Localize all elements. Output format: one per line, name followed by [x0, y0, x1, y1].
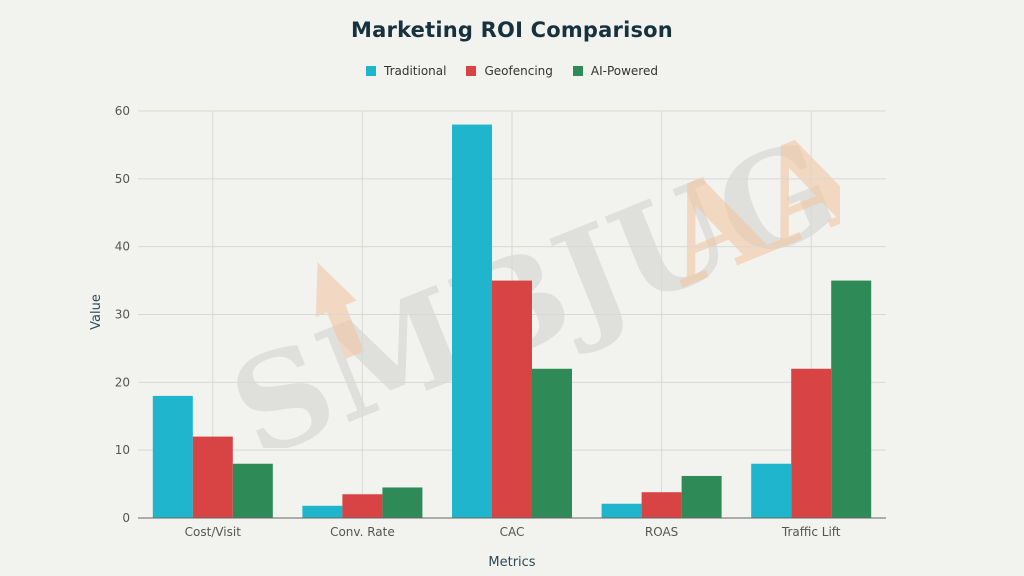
legend-label-geofencing: Geofencing — [484, 64, 553, 78]
y-tick-label: 50 — [115, 172, 130, 186]
y-tick-label: 10 — [115, 443, 130, 457]
legend-swatch-traditional — [366, 66, 376, 76]
x-tick-label: Traffic Lift — [781, 525, 841, 539]
legend-item-geofencing[interactable]: Geofencing — [466, 64, 553, 78]
bar-ai-powered-cac[interactable] — [532, 368, 572, 518]
bars — [152, 124, 872, 519]
bar-traditional-cost-visit[interactable] — [152, 395, 193, 518]
bar-ai-powered-traffic-lift[interactable] — [831, 280, 872, 518]
legend-label-traditional: Traditional — [384, 64, 447, 78]
bar-geofencing-conv-rate[interactable] — [342, 494, 383, 518]
legend-swatch-ai-powered — [572, 66, 583, 76]
legend-item-ai-powered[interactable]: AI-Powered — [572, 64, 658, 78]
chart-title: Marketing ROI Comparison — [351, 18, 673, 42]
legend-label-ai-powered: AI-Powered — [590, 64, 658, 78]
bar-traditional-roas[interactable] — [601, 503, 642, 518]
legend-item-traditional[interactable]: Traditional — [366, 64, 446, 78]
x-tick-label: Cost/Visit — [185, 525, 242, 539]
bar-geofencing-traffic-lift[interactable] — [791, 368, 832, 518]
x-tick-label: ROAS — [645, 525, 678, 539]
y-axis-label: Value — [89, 294, 104, 330]
y-tick-label: 0 — [122, 511, 130, 525]
y-tick-label: 40 — [115, 240, 130, 254]
bar-geofencing-roas[interactable] — [641, 492, 682, 518]
bar-geofencing-cost-visit[interactable] — [192, 436, 233, 518]
bar-traditional-conv-rate[interactable] — [302, 505, 343, 518]
legend: Traditional Geofencing AI-Powered — [0, 64, 1024, 78]
x-tick-label: CAC — [500, 525, 525, 539]
axes: 0 10 20 30 40 50 60 Cost/Visit Conv. Rate CAC ROAS… — [115, 104, 886, 539]
x-tick-label: Conv. Rate — [330, 525, 395, 539]
legend-swatch-geofencing — [466, 66, 477, 76]
y-tick-label: 20 — [115, 375, 130, 389]
bar-traditional-traffic-lift[interactable] — [751, 463, 792, 518]
x-axis-label: Metrics — [488, 555, 535, 570]
bar-ai-powered-roas[interactable] — [681, 475, 722, 518]
bar-ai-powered-conv-rate[interactable] — [382, 487, 423, 518]
y-tick-label: 60 — [115, 104, 130, 118]
bar-traditional-cac[interactable] — [452, 124, 492, 519]
bar-geofencing-cac[interactable] — [492, 280, 532, 518]
y-tick-label: 30 — [115, 308, 130, 322]
bar-ai-powered-cost-visit[interactable] — [232, 463, 273, 518]
